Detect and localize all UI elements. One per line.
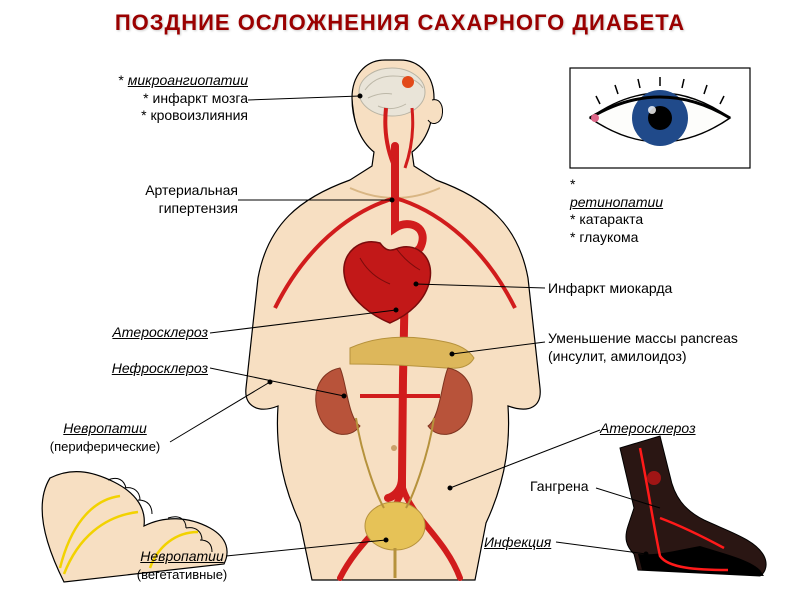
label-gangrene: Гангрена xyxy=(530,478,620,496)
label-neuropathy-vegetative: Невропатии (вегетативные) xyxy=(112,548,252,583)
label-atherosclerosis-right: Атеросклероз xyxy=(600,420,770,438)
label-neuropathy-peripheral: Невропатии (периферические) xyxy=(30,420,180,455)
label-myocardial-infarction: Инфаркт миокарда xyxy=(548,280,788,298)
diagram-canvas: * микроангиопатии * инфаркт мозга * кров… xyxy=(0,48,800,600)
page-title: ПОЗДНИЕ ОСЛОЖНЕНИЯ САХАРНОГО ДИАБЕТА xyxy=(0,0,800,40)
label-nephrosclerosis: Нефросклероз xyxy=(76,360,208,378)
label-brain: * микроангиопатии * инфаркт мозга * кров… xyxy=(40,72,248,125)
label-infection: Инфекция xyxy=(484,534,574,552)
label-hypertension: Артериальная гипертензия xyxy=(68,182,238,217)
label-pancreas: Уменьшение массы pancreas (инсулит, амил… xyxy=(548,330,798,365)
label-eye: * ретинопатии * катаракта * глаукома xyxy=(570,176,780,246)
label-atherosclerosis-left: Атеросклероз xyxy=(76,324,208,342)
